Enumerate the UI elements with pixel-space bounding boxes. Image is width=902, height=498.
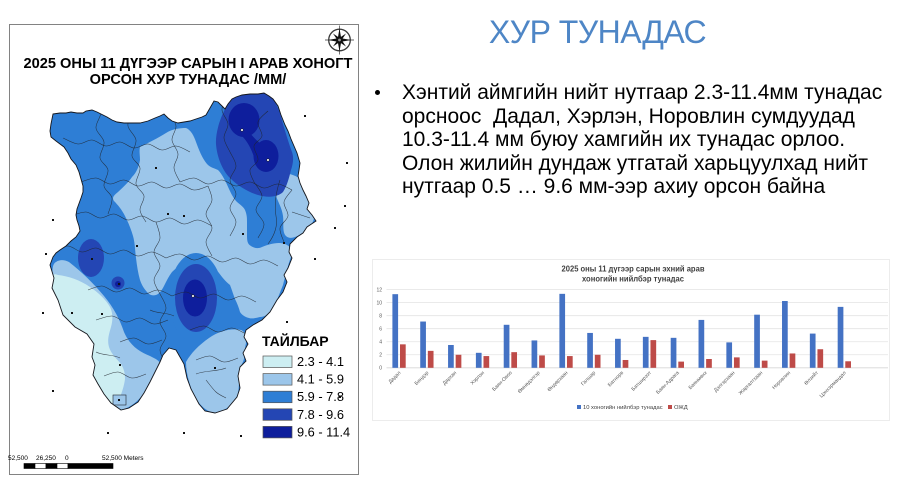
svg-text:10: 10 — [376, 300, 382, 306]
svg-text:Норовлин: Норовлин — [771, 370, 792, 391]
svg-text:Жаргалтхаан: Жаргалтхаан — [738, 370, 764, 396]
svg-text:8: 8 — [379, 313, 382, 319]
svg-text:2025 оны 11 дүгээр сарын эхний: 2025 оны 11 дүгээр сарын эхний арав — [562, 264, 705, 274]
svg-text:ОЖД: ОЖД — [674, 405, 688, 411]
svg-text:Галшар: Галшар — [580, 370, 597, 387]
svg-text:Цэнхэрмандал: Цэнхэрмандал — [819, 370, 848, 399]
svg-text:Өлзийт: Өлзийт — [803, 369, 821, 387]
svg-text:Хэрлэн: Хэрлэн — [470, 370, 486, 386]
svg-text:52,500 Meters: 52,500 Meters — [102, 455, 144, 462]
svg-text:4.1 - 5.9: 4.1 - 5.9 — [297, 372, 344, 387]
svg-text:Биндэр: Биндэр — [414, 370, 431, 387]
svg-text:5.9 - 7.8: 5.9 - 7.8 — [297, 389, 344, 404]
svg-text:Өмнөдэлгэр: Өмнөдэлгэр — [517, 370, 542, 395]
svg-text:26,250: 26,250 — [36, 455, 56, 462]
svg-text:Өндөрхаан: Өндөрхаан — [547, 370, 570, 393]
svg-text:хоногийн нийлбэр тунадас: хоногийн нийлбэр тунадас — [582, 274, 684, 284]
svg-text:7.8 - 9.6: 7.8 - 9.6 — [297, 407, 344, 422]
svg-text:2: 2 — [379, 353, 382, 359]
svg-text:Батширээт: Батширээт — [631, 370, 654, 393]
svg-text:Баянмөнх: Баянмөнх — [688, 370, 709, 391]
svg-text:6: 6 — [379, 327, 382, 333]
svg-text:12: 12 — [376, 287, 382, 293]
svg-text:10 хоногийн нийлбэр тунадас: 10 хоногийн нийлбэр тунадас — [583, 404, 663, 411]
svg-text:Дэлгэрхаан: Дэлгэрхаан — [713, 370, 737, 394]
svg-text:Дархан: Дархан — [442, 370, 459, 387]
svg-text:2.3 - 4.1: 2.3 - 4.1 — [297, 354, 344, 369]
svg-text:0: 0 — [379, 366, 382, 372]
svg-text:4: 4 — [379, 340, 382, 346]
svg-text:Баян-Адрага: Баян-Адрага — [655, 370, 681, 396]
svg-text:Батнорв: Батнорв — [607, 370, 625, 388]
svg-text:9.6 - 11.4: 9.6 - 11.4 — [297, 424, 350, 439]
svg-text:52,500: 52,500 — [8, 455, 28, 462]
svg-text:Баян-Овоо: Баян-Овоо — [491, 370, 514, 393]
svg-text:Дадал: Дадал — [388, 370, 403, 385]
svg-text:0: 0 — [65, 455, 69, 462]
